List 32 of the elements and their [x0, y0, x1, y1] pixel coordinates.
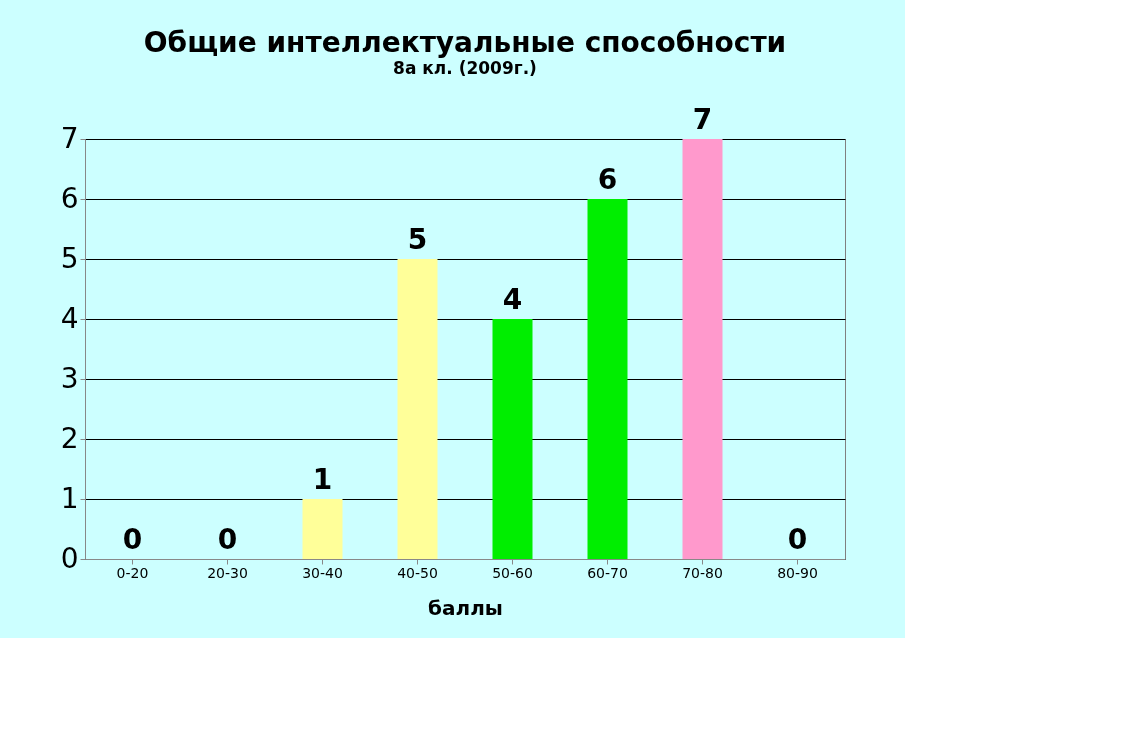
- data-label: 0: [787, 523, 808, 556]
- data-label: 6: [597, 163, 618, 196]
- x-tick-label: 20-30: [207, 564, 248, 581]
- data-label: 0: [122, 523, 143, 556]
- x-tick-label: 60-70: [587, 564, 628, 581]
- chart-subtitle: 8а кл. (2009г.): [393, 58, 537, 78]
- bar: [397, 259, 438, 559]
- y-tick-label: 1: [60, 481, 79, 515]
- data-label: 1: [312, 463, 333, 496]
- bar: [492, 319, 533, 559]
- x-tick-label: 80-90: [777, 564, 818, 581]
- x-tick-label: 70-80: [682, 564, 723, 581]
- x-tick-label: 30-40: [302, 564, 343, 581]
- x-tick-label: 50-60: [492, 564, 533, 581]
- data-label: 0: [217, 523, 238, 556]
- bar: [682, 139, 723, 559]
- y-tick-label: 3: [60, 361, 79, 395]
- x-tick-label: 0-20: [116, 564, 149, 581]
- x-tick-label: 40-50: [397, 564, 438, 581]
- data-label: 4: [502, 283, 523, 316]
- y-tick-label: 0: [60, 541, 79, 575]
- bar: [302, 499, 343, 559]
- y-tick-label: 2: [60, 421, 79, 455]
- y-tick-label: 5: [60, 241, 79, 275]
- chart-title: Общие интеллектуальные способности: [143, 26, 787, 59]
- y-tick-label: 7: [60, 121, 79, 155]
- x-axis-title: баллы: [428, 595, 503, 620]
- y-tick-label: 6: [60, 181, 79, 215]
- data-label: 7: [692, 103, 713, 136]
- y-tick-label: 4: [60, 301, 79, 335]
- data-label: 5: [407, 223, 428, 256]
- bar: [587, 199, 628, 559]
